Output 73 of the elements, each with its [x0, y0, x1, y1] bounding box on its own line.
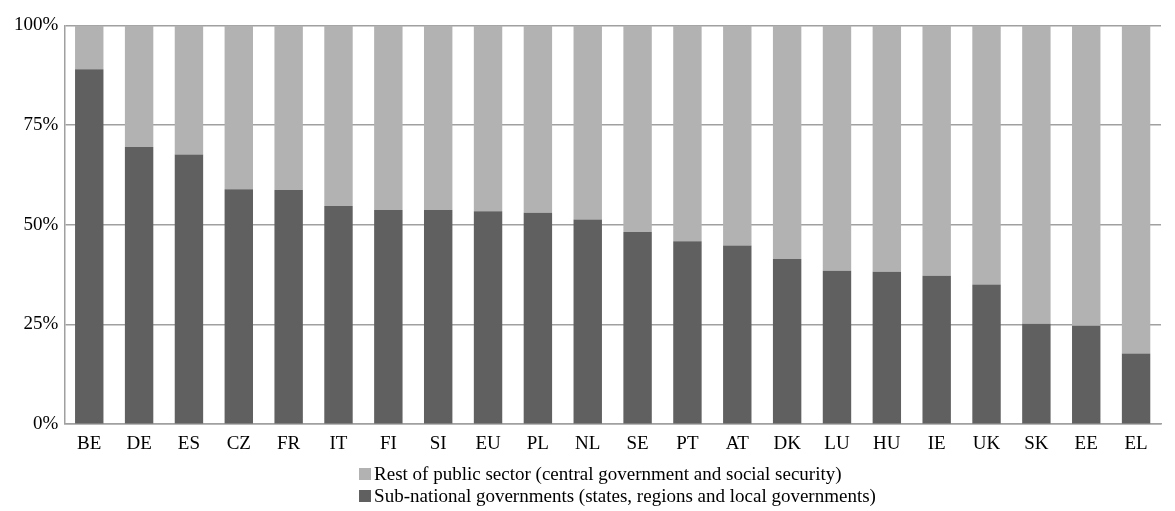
bar — [623, 25, 652, 232]
x-tick-label: UK — [972, 431, 1001, 453]
y-tick-label: 50% — [23, 212, 59, 234]
x-tick-label: DE — [126, 431, 152, 453]
bar — [1121, 353, 1151, 424]
bar — [1121, 25, 1151, 354]
x-tick-label: AT — [725, 431, 750, 453]
bar — [1022, 25, 1051, 324]
x-tick-label: SI — [429, 431, 447, 453]
x-tick-label: DK — [773, 431, 802, 453]
bar — [772, 25, 802, 260]
bar — [922, 25, 951, 276]
bar — [523, 25, 553, 213]
bar — [972, 25, 1001, 285]
bar — [1072, 25, 1101, 326]
x-tick-label: NL — [575, 431, 601, 453]
legend-label: Sub-national governments (states, regions and local governments) — [374, 485, 876, 507]
bar — [423, 210, 453, 424]
bar — [224, 25, 254, 190]
x-tick-label: IT — [329, 431, 348, 453]
bar — [1072, 325, 1101, 424]
bar — [922, 275, 951, 424]
bar — [723, 25, 752, 246]
bar — [174, 154, 204, 424]
x-tick-label: LU — [824, 431, 850, 453]
bar — [75, 69, 104, 424]
legend-label: Rest of public sector (central government and social security) — [374, 463, 842, 485]
x-tick-label: EL — [1124, 431, 1148, 453]
x-tick-label: FR — [277, 431, 301, 453]
bar — [623, 231, 652, 424]
bar — [374, 25, 403, 211]
bar — [274, 25, 303, 191]
x-tick-label: IE — [927, 431, 946, 453]
bar — [872, 25, 902, 272]
x-tick-label: ES — [177, 431, 201, 453]
bar — [324, 25, 353, 207]
bar — [473, 25, 503, 212]
bar — [822, 270, 852, 424]
x-tick-label: SK — [1024, 431, 1049, 453]
x-tick-label: CZ — [226, 431, 251, 453]
x-tick-label: FI — [379, 431, 397, 453]
bar — [274, 190, 303, 424]
bar — [573, 25, 602, 220]
bar — [124, 147, 154, 424]
y-tick-label: 0% — [33, 412, 59, 434]
bar — [324, 206, 353, 424]
y-tick-label: 75% — [23, 113, 59, 135]
bar — [723, 245, 752, 424]
bar — [972, 284, 1001, 424]
bar — [822, 25, 852, 271]
x-tick-label: HU — [873, 431, 901, 453]
y-tick-label: 25% — [23, 312, 59, 334]
bar — [772, 259, 802, 424]
x-tick-label: EU — [475, 431, 501, 453]
y-tick-label: 100% — [14, 13, 59, 35]
bar — [124, 25, 154, 148]
bar — [872, 271, 902, 424]
x-tick-label: SE — [626, 431, 649, 453]
bar — [174, 25, 204, 155]
bar — [75, 25, 104, 70]
x-tick-label: PT — [676, 431, 699, 453]
bar — [473, 211, 503, 424]
bar — [673, 25, 702, 242]
x-tick-label: EE — [1074, 431, 1098, 453]
bar — [224, 189, 254, 424]
bar — [573, 219, 602, 424]
bar — [374, 210, 403, 424]
x-tick-label: PL — [526, 431, 549, 453]
bar — [423, 25, 453, 211]
x-tick-label: BE — [77, 431, 102, 453]
bar — [673, 241, 702, 424]
bar — [523, 212, 553, 424]
bar — [1022, 323, 1051, 424]
